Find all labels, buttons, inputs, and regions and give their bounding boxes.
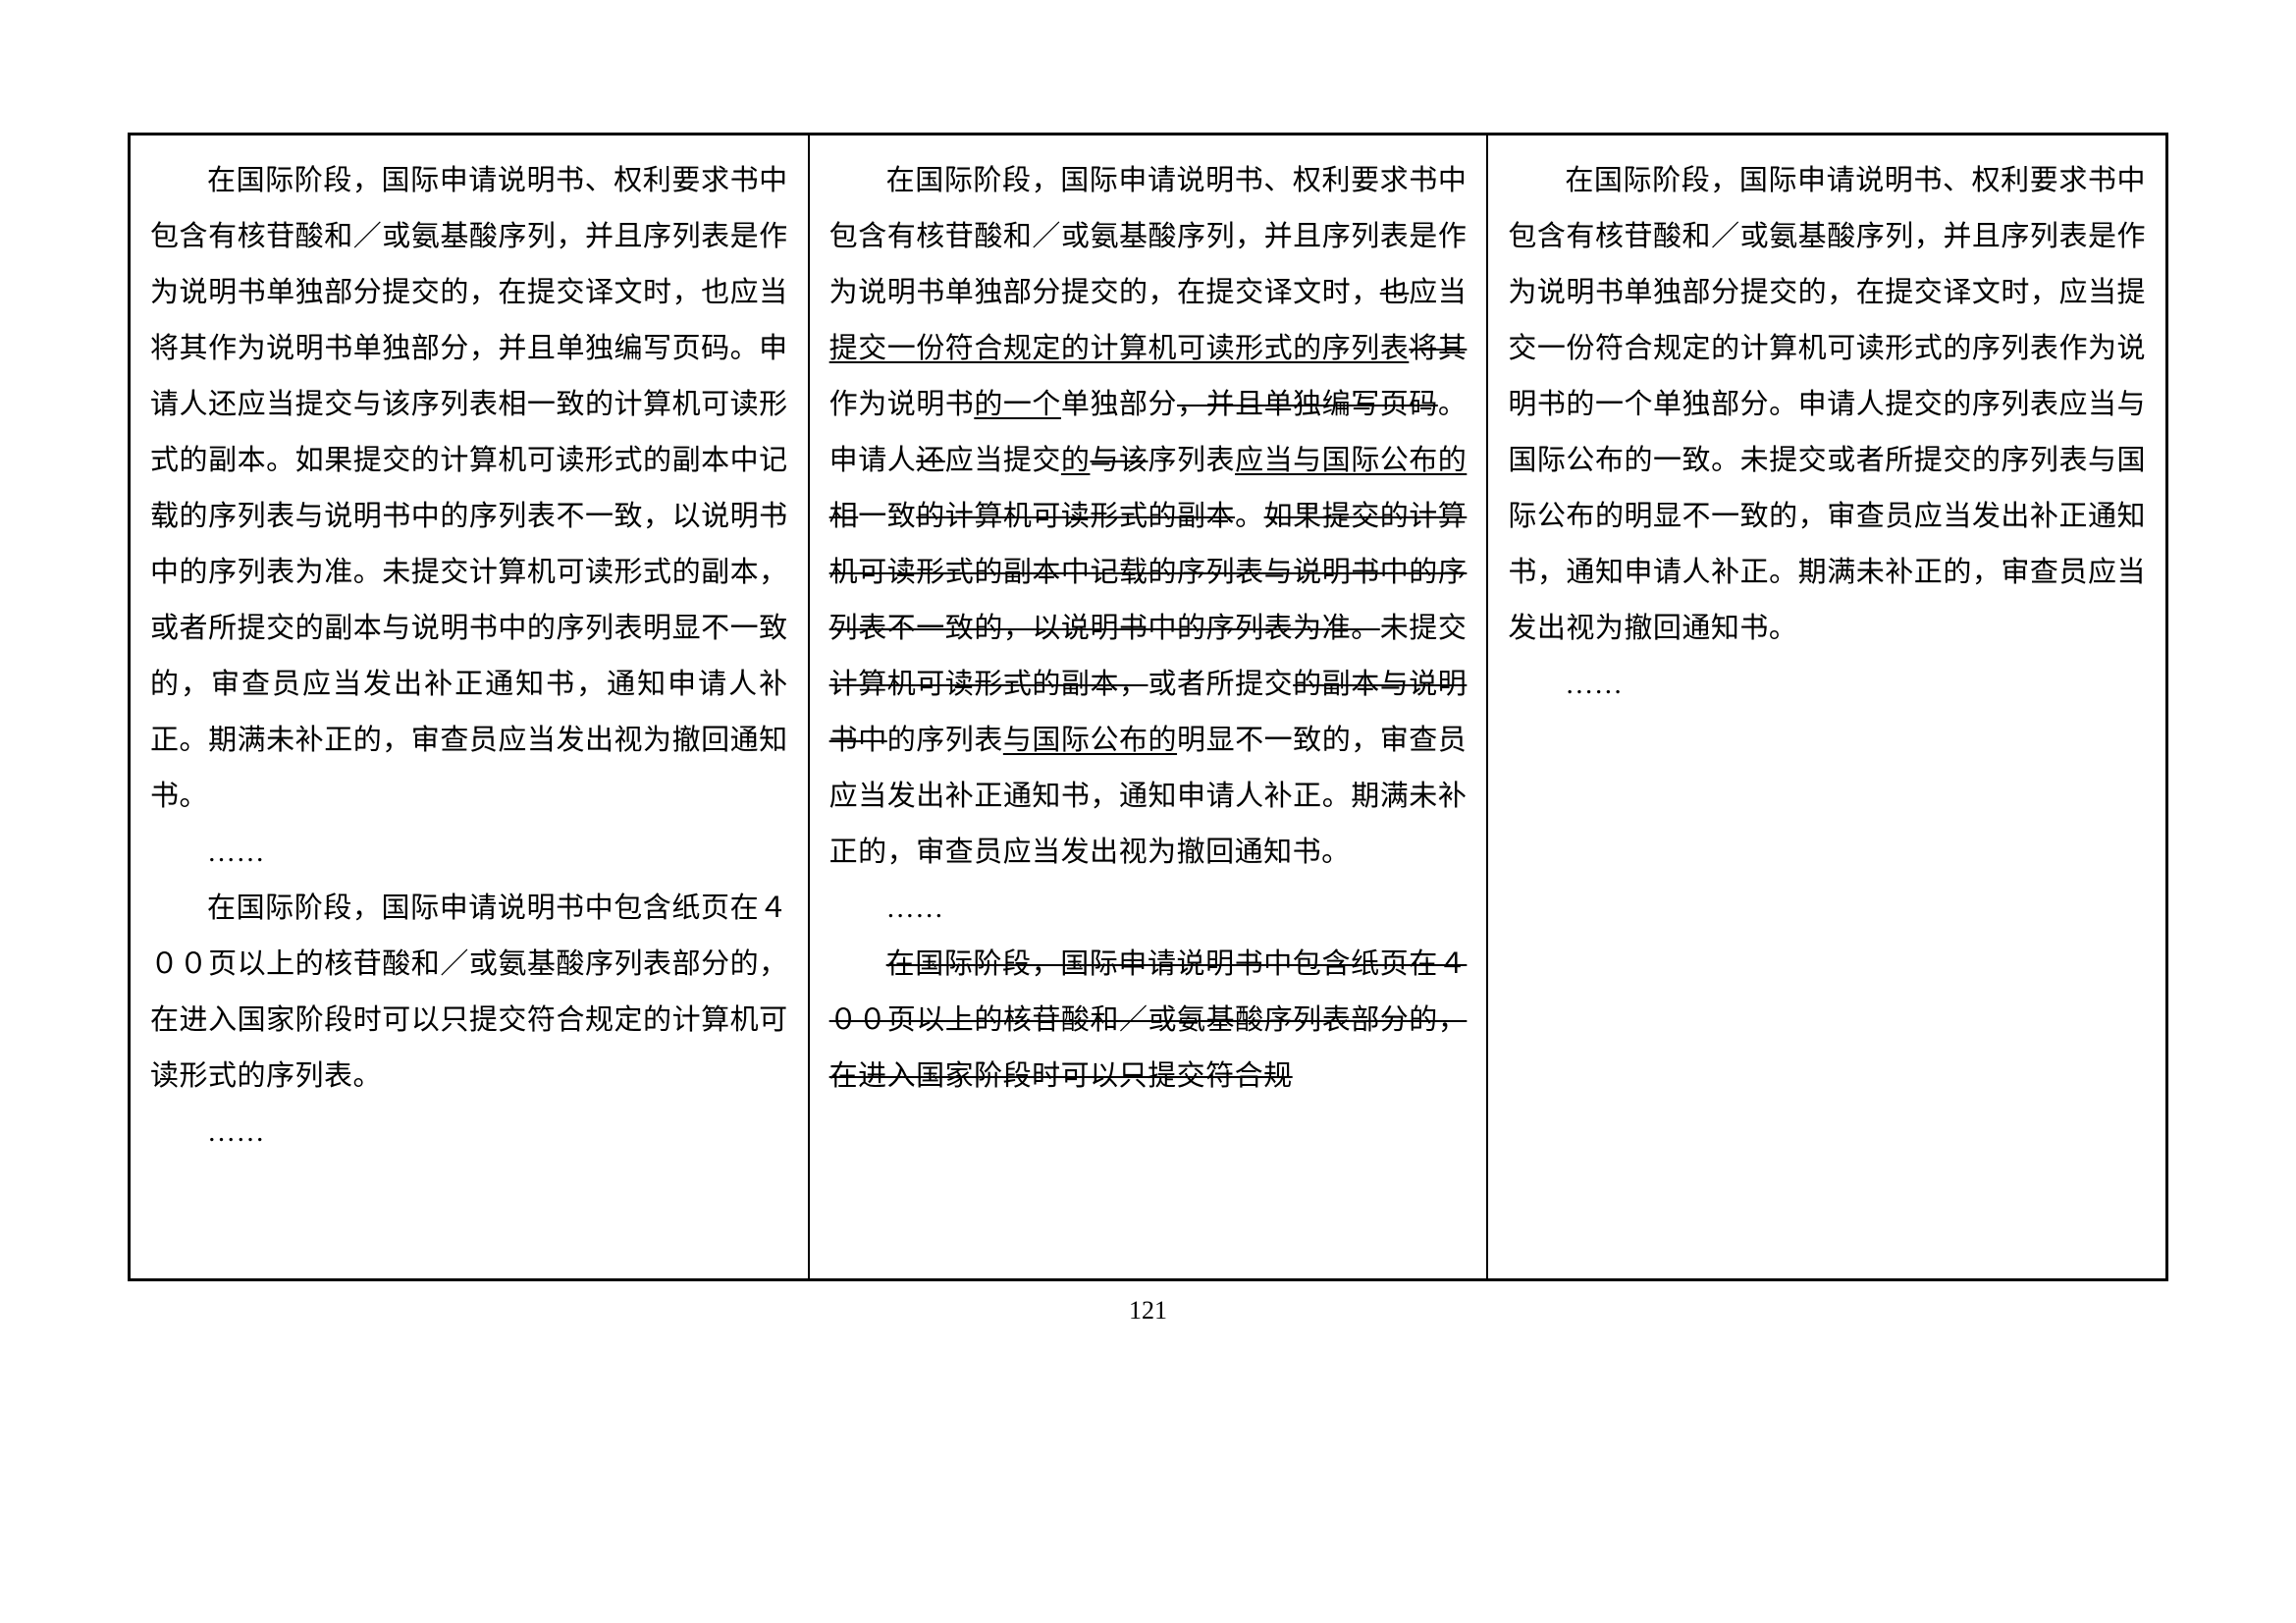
text-segment: 序列表: [1148, 445, 1236, 476]
text-segment: 作为说明书: [829, 389, 975, 420]
text-segment: 在国际阶段，国际申请说明书中包含纸页在４００页以上的核苷酸和／或氨基酸序列表部分…: [150, 893, 788, 1092]
text-segment: 的序列表: [887, 725, 1003, 756]
text-segment: 在国际阶段，国际申请说明书、权利要求书中包含有核苷酸和／或氨基酸序列，并且序列表…: [829, 165, 1468, 308]
paragraph: 在国际阶段，国际申请说明书中包含纸页在４００页以上的核苷酸和／或氨基酸序列表部分…: [829, 937, 1468, 1105]
text-segment: ，并且单独编写页码: [1177, 389, 1438, 420]
paragraph: 在国际阶段，国际申请说明书、权利要求书中包含有核苷酸和／或氨基酸序列，并且序列表…: [1508, 153, 2146, 657]
paragraph: 在国际阶段，国际申请说明书、权利要求书中包含有核苷酸和／或氨基酸序列，并且序列表…: [150, 153, 788, 825]
text-segment: 相: [829, 501, 859, 532]
paragraph: ……: [150, 1105, 788, 1161]
text-segment: 计算机可读形式的副本，: [829, 669, 1148, 700]
text-segment: 单独部分: [1061, 389, 1177, 420]
paragraph: ……: [829, 881, 1468, 937]
text-segment: 的一个: [974, 389, 1061, 420]
text-segment: 应当与国际公布的: [1235, 445, 1467, 476]
text-segment: 或者所提交: [1148, 669, 1294, 700]
text-segment: 的: [1061, 445, 1091, 476]
paragraph: 在国际阶段，国际申请说明书中包含纸页在４００页以上的核苷酸和／或氨基酸序列表部分…: [150, 881, 788, 1105]
text-segment: 提交一份符合规定的计算机可读形式的序列表: [829, 333, 1410, 364]
comparison-table: 在国际阶段，国际申请说明书、权利要求书中包含有核苷酸和／或氨基酸序列，并且序列表…: [128, 133, 2168, 1281]
paragraph: ……: [150, 825, 788, 881]
text-segment: 在国际阶段，国际申请说明书、权利要求书中包含有核苷酸和／或氨基酸序列，并且序列表…: [1508, 165, 2146, 644]
text-segment: ……: [207, 1116, 265, 1148]
column-middle: 在国际阶段，国际申请说明书、权利要求书中包含有核苷酸和／或氨基酸序列，并且序列表…: [810, 135, 1489, 1278]
text-segment: ……: [1565, 669, 1623, 700]
text-segment: 未提交: [1380, 613, 1468, 644]
text-segment: 应当提交: [945, 445, 1061, 476]
column-left: 在国际阶段，国际申请说明书、权利要求书中包含有核苷酸和／或氨基酸序列，并且序列表…: [131, 135, 810, 1278]
paragraph: 在国际阶段，国际申请说明书、权利要求书中包含有核苷酸和／或氨基酸序列，并且序列表…: [829, 153, 1468, 881]
text-segment: 也: [1380, 277, 1410, 308]
text-segment: ……: [207, 837, 265, 868]
text-segment: 将其: [1409, 333, 1467, 364]
page-number: 121: [0, 1296, 2296, 1325]
text-segment: 与该: [1090, 445, 1148, 476]
text-segment: ……: [886, 893, 944, 924]
text-segment: 与国际公布的: [1003, 725, 1177, 756]
text-segment: 还: [916, 445, 945, 476]
text-segment: 。: [1235, 501, 1264, 532]
column-right: 在国际阶段，国际申请说明书、权利要求书中包含有核苷酸和／或氨基酸序列，并且序列表…: [1488, 135, 2165, 1278]
text-segment: 一致: [858, 501, 916, 532]
text-segment: 的计算机可读形式的副本: [916, 501, 1235, 532]
paragraph: ……: [1508, 657, 2146, 713]
text-segment: 在国际阶段，国际申请说明书中包含纸页在４００页以上的核苷酸和／或氨基酸序列表部分…: [829, 948, 1468, 1092]
text-segment: 在国际阶段，国际申请说明书、权利要求书中包含有核苷酸和／或氨基酸序列，并且序列表…: [150, 165, 788, 812]
text-segment: 应当: [1409, 277, 1467, 308]
